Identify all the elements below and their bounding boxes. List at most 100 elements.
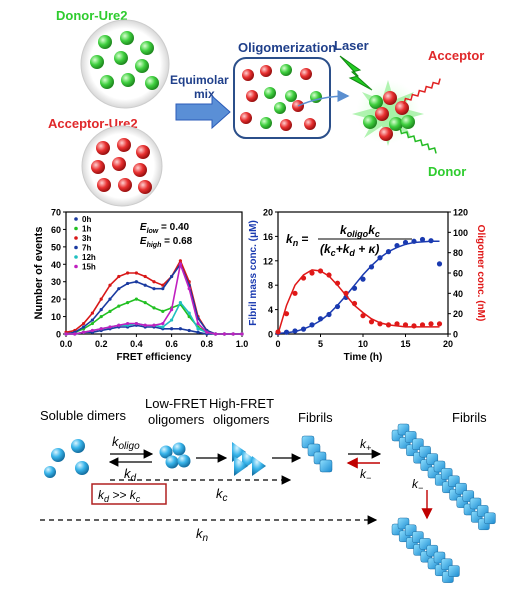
chart1-point [196, 330, 200, 334]
chart1-point [214, 332, 218, 336]
donor-label: Donor [428, 164, 466, 179]
chart1-legend-marker [74, 255, 78, 259]
chart2-point [368, 319, 375, 325]
chart2-xlabel: Time (h) [344, 352, 383, 363]
chart2-ytick-left-label: 0 [268, 330, 273, 340]
chart1-point [90, 318, 94, 322]
chart1-ytick-label: 50 [51, 242, 61, 252]
chart1-point [143, 274, 147, 279]
chart1-ytick-label: 0 [56, 330, 61, 340]
chart1-point [99, 308, 103, 312]
soluble-dimer-spheres [44, 439, 89, 478]
chart2-point [385, 249, 392, 255]
laser-label: Laser [334, 38, 369, 53]
chart2-point [436, 261, 443, 267]
chart1-point [82, 325, 86, 329]
chart1-annotation: Elow = 0.40 [140, 222, 190, 235]
chart1-point [108, 309, 112, 313]
chart1-point [134, 271, 138, 275]
chart2-ytick-right-label: 120 [453, 208, 468, 218]
chart1-point [178, 327, 182, 331]
chart1-point [99, 297, 103, 301]
chart1-legend-marker [74, 217, 78, 221]
chart1-point [161, 309, 165, 313]
fibril-fragment [391, 517, 460, 583]
chart2-point [334, 280, 341, 286]
chart2-xtick-label: 20 [443, 339, 453, 349]
low-fret-label-1: Low-FRET [145, 396, 207, 411]
chart1-point [117, 274, 121, 279]
chart1-point [240, 332, 244, 336]
chart1-point [117, 323, 121, 327]
mix-arrow [175, 94, 231, 130]
chart2-point [428, 238, 434, 244]
chart2-point [402, 239, 409, 246]
chart2-point [419, 236, 426, 243]
chart2-point [326, 272, 332, 278]
chart1-point [134, 321, 138, 326]
chart1-point [126, 281, 130, 286]
chart2-point [402, 322, 409, 328]
acceptor-spheres [91, 138, 152, 194]
chart1-legend-label: 7h [82, 244, 91, 253]
svg-text:koligokc: koligokc [340, 223, 380, 239]
chart1-point [152, 280, 156, 284]
chart2-point [292, 290, 298, 296]
chart1-ytick-label: 20 [51, 295, 61, 305]
chart2-xtick-label: 15 [400, 339, 410, 349]
chart1-point [126, 301, 130, 305]
chart1-point [152, 287, 156, 291]
chart1-point [178, 259, 182, 263]
chart1-legend-label: 12h [82, 253, 96, 262]
chart1-point [90, 328, 94, 333]
k-minus-label: k− [360, 467, 371, 483]
chart1-ylabel: Number of events [33, 227, 45, 320]
chart1-xtick-label: 0.4 [130, 339, 143, 349]
chart1-point [170, 327, 174, 331]
chart1-point [108, 283, 112, 287]
chart1-point [152, 323, 156, 327]
acceptor-emission-wave [403, 78, 441, 105]
low-fret-label-2: oligomers [148, 412, 205, 427]
chart1-point [170, 274, 174, 279]
chart1-point [99, 327, 103, 331]
chart1-point [161, 321, 165, 326]
chart1-point [82, 330, 86, 334]
chart2-point [309, 270, 315, 276]
chart2-point [343, 290, 349, 296]
chart1-point [82, 321, 86, 326]
fibrils-label-1: Fibrils [298, 410, 333, 425]
kd-gt-kc-label: kd >> kc [98, 488, 141, 504]
chart1-point [90, 321, 94, 326]
kd-kc-box [91, 483, 167, 505]
chart1-point [117, 287, 121, 291]
mix-label: mix [194, 87, 215, 101]
high-fret-label-1: High-FRET [209, 396, 274, 411]
k-n-label: kn [196, 526, 209, 544]
chart1-legend-marker [74, 226, 78, 231]
donor-emission-wave [399, 127, 437, 154]
chart1-xtick-label: 0.8 [201, 339, 214, 349]
chart1-point [178, 301, 182, 305]
chart1-point [126, 321, 130, 326]
chart2-point [436, 321, 443, 327]
chart1-ytick-label: 30 [51, 277, 61, 287]
chart1-legend-label: 3h [82, 234, 91, 243]
chart2-point [334, 303, 341, 310]
chart1-legend-label: 1h [82, 225, 91, 234]
chart2-ylabel-left: Fibril mass conc. (μM) [248, 220, 259, 326]
donor-spheres [90, 31, 159, 90]
chart2-xtick-label: 5 [318, 339, 323, 349]
chart2-ytick-right-label: 0 [453, 330, 458, 340]
chart1-ytick-label: 40 [51, 260, 61, 270]
donor-ure2-label: Donor-Ure2 [56, 8, 128, 23]
chart1-frame [65, 211, 243, 335]
k-plus-label: k+ [360, 437, 371, 453]
chart2-point [411, 323, 417, 329]
fret-histogram-chart: 0 10 20 30 40 50 60 70 0.0 0.2 0.4 0.6 0.8 1.0 FRET ef… [33, 208, 248, 364]
chart2-ytick-left-label: 8 [268, 281, 273, 291]
chart1-point [108, 297, 112, 301]
chart2-point [411, 238, 417, 244]
